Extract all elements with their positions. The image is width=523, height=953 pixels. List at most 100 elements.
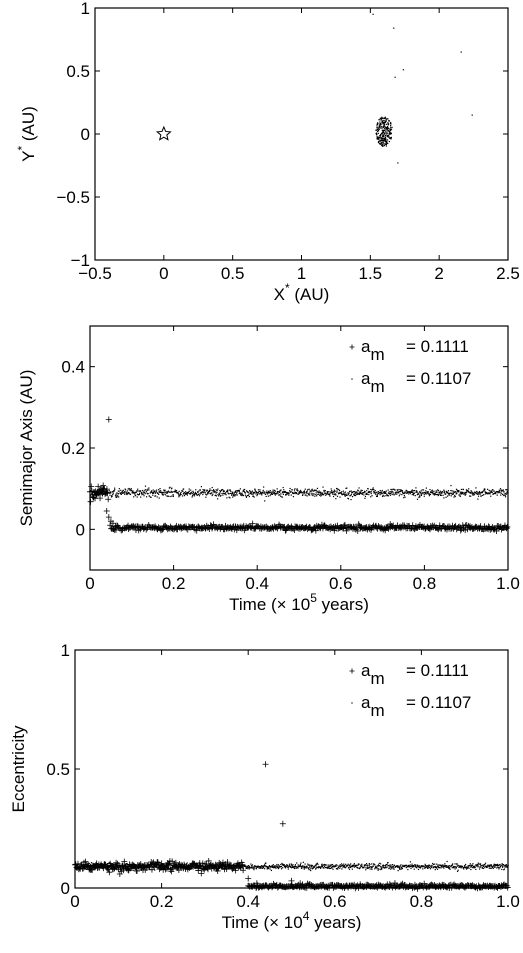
data-point bbox=[134, 492, 136, 494]
data-point bbox=[395, 866, 397, 868]
data-point bbox=[243, 865, 246, 867]
data-point bbox=[261, 494, 263, 496]
data-point bbox=[296, 488, 298, 490]
data-point bbox=[307, 867, 309, 869]
data-point bbox=[376, 123, 378, 126]
data-point bbox=[307, 867, 309, 870]
data-point bbox=[385, 867, 387, 869]
data-point bbox=[307, 863, 309, 865]
data-point bbox=[455, 488, 458, 490]
data-point bbox=[440, 864, 442, 866]
data-point bbox=[215, 495, 217, 497]
data-point bbox=[112, 493, 114, 496]
data-point bbox=[288, 494, 290, 496]
data-point bbox=[391, 866, 393, 868]
data-point bbox=[411, 491, 413, 493]
data-point bbox=[506, 865, 508, 867]
data-point bbox=[120, 489, 122, 491]
data-point bbox=[234, 865, 237, 868]
data-point bbox=[396, 865, 398, 867]
x-axis-label-sup: 4 bbox=[303, 909, 310, 923]
data-point bbox=[499, 491, 501, 493]
data-point bbox=[353, 863, 355, 865]
data-point bbox=[369, 868, 371, 870]
data-point bbox=[249, 520, 256, 527]
data-point bbox=[389, 133, 391, 135]
data-point bbox=[501, 863, 503, 865]
data-point bbox=[388, 136, 390, 138]
data-point bbox=[383, 495, 385, 497]
data-point bbox=[385, 864, 387, 866]
data-point bbox=[445, 865, 448, 867]
data-point bbox=[227, 492, 229, 494]
data-point bbox=[101, 485, 108, 492]
data-point bbox=[125, 491, 127, 493]
data-point bbox=[280, 866, 282, 868]
data-point bbox=[374, 489, 376, 492]
data-point bbox=[235, 494, 237, 496]
data-point bbox=[412, 866, 415, 868]
data-point bbox=[434, 492, 436, 494]
data-point bbox=[104, 490, 111, 497]
data-point bbox=[224, 492, 227, 494]
data-point bbox=[356, 864, 358, 866]
x-tick-label: 0.4 bbox=[236, 892, 260, 911]
data-point bbox=[192, 868, 194, 870]
data-point bbox=[252, 867, 254, 869]
data-point bbox=[180, 493, 182, 496]
data-point bbox=[114, 489, 116, 491]
data-point bbox=[485, 865, 487, 867]
data-point bbox=[438, 491, 441, 493]
data-point bbox=[351, 495, 354, 498]
data-point bbox=[291, 866, 294, 868]
data-point bbox=[152, 494, 154, 496]
data-point bbox=[501, 489, 503, 491]
data-point bbox=[299, 864, 301, 867]
data-point bbox=[156, 496, 158, 498]
data-point bbox=[390, 868, 392, 870]
data-point bbox=[337, 866, 340, 868]
data-point bbox=[150, 491, 152, 493]
data-point bbox=[350, 493, 352, 496]
data-point bbox=[416, 490, 418, 492]
data-point bbox=[397, 870, 399, 872]
data-point bbox=[238, 492, 240, 495]
data-point bbox=[373, 863, 375, 865]
data-point bbox=[401, 866, 403, 868]
data-point bbox=[402, 864, 404, 866]
data-point bbox=[400, 867, 403, 869]
data-point bbox=[297, 493, 299, 495]
data-point bbox=[380, 133, 383, 135]
data-point bbox=[428, 493, 431, 495]
data-point bbox=[415, 487, 417, 489]
data-point bbox=[315, 489, 317, 491]
y-tick-label: −0.5 bbox=[56, 188, 90, 207]
legend-value: = 0.1111 bbox=[406, 661, 469, 680]
data-point bbox=[406, 866, 408, 868]
data-point bbox=[408, 865, 410, 867]
data-point bbox=[470, 866, 472, 868]
data-point bbox=[217, 488, 219, 490]
data-point bbox=[372, 487, 374, 489]
data-point bbox=[468, 491, 470, 493]
data-point bbox=[99, 494, 101, 496]
data-point bbox=[322, 865, 324, 867]
data-point bbox=[229, 489, 231, 491]
data-point bbox=[493, 866, 495, 868]
data-point bbox=[338, 489, 340, 491]
data-point bbox=[163, 493, 165, 495]
data-point bbox=[382, 120, 384, 122]
data-point bbox=[422, 492, 424, 494]
data-point bbox=[350, 498, 352, 501]
data-point bbox=[283, 491, 285, 493]
data-point bbox=[219, 492, 221, 494]
data-point bbox=[194, 493, 196, 496]
data-point bbox=[171, 487, 173, 489]
data-point bbox=[359, 492, 361, 495]
data-point bbox=[379, 492, 381, 494]
data-point bbox=[148, 495, 150, 497]
data-point bbox=[315, 867, 317, 870]
data-point bbox=[320, 867, 322, 869]
data-point bbox=[409, 864, 411, 866]
